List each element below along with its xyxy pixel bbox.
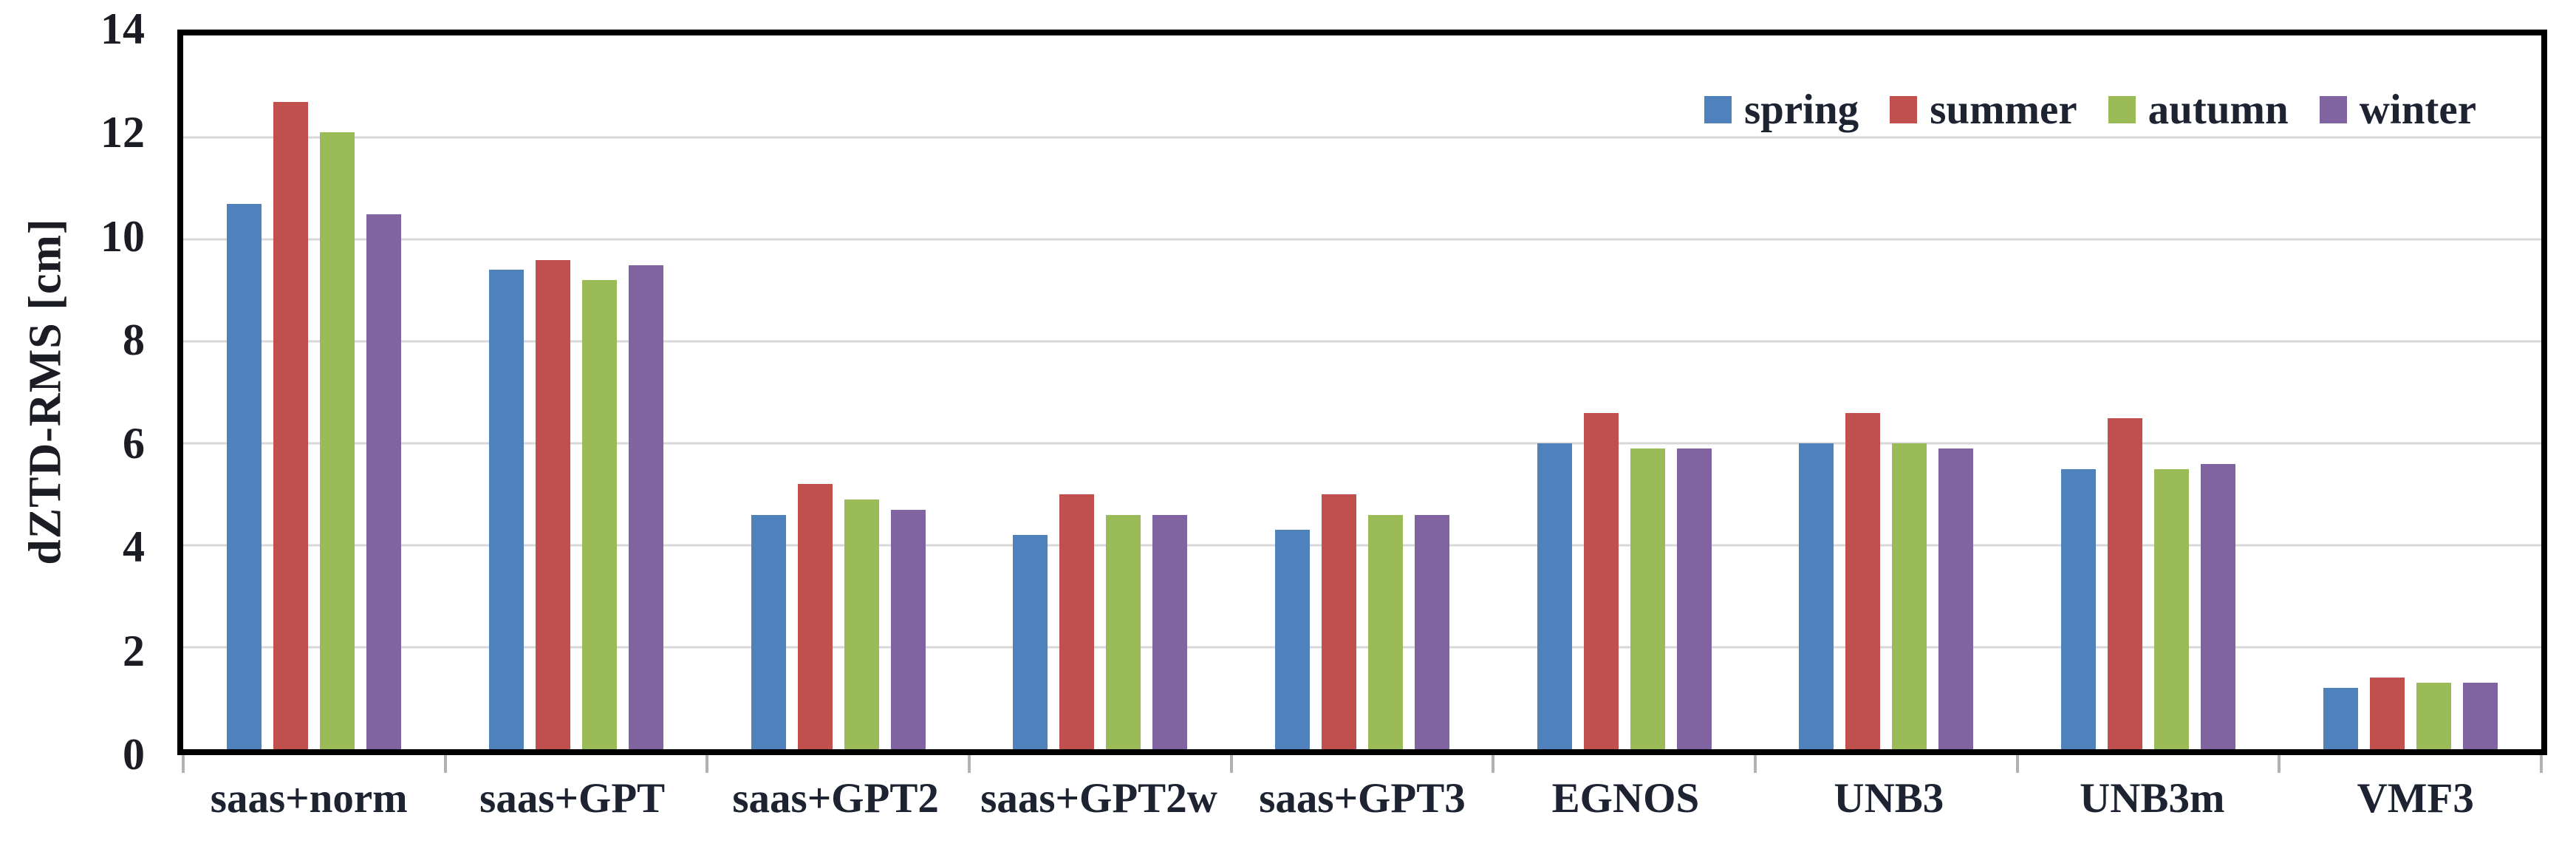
legend-label: autumn	[2148, 86, 2289, 133]
x-axis-tick	[1229, 755, 1233, 773]
bar	[2462, 683, 2498, 749]
x-axis-tick	[2540, 755, 2543, 773]
x-category-label: saas+GPT2w	[980, 775, 1217, 822]
x-category-label: VMF3	[2357, 775, 2474, 822]
bar	[629, 265, 663, 749]
bar	[366, 214, 402, 749]
y-tick-label: 8	[123, 315, 145, 364]
y-tick-label: 4	[123, 522, 145, 572]
bar	[1892, 443, 1927, 749]
bar	[890, 509, 926, 749]
bar-group	[1755, 35, 2018, 749]
x-axis-category-labels: saas+norm saas+GPT saas+GPT2 saas+GPT2w saas…	[177, 777, 2547, 819]
bar-group	[445, 35, 708, 749]
bar	[751, 514, 786, 749]
y-tick-label: 6	[123, 418, 145, 468]
legend-item: autumn	[2108, 89, 2289, 131]
y-tick-label: 12	[100, 108, 145, 157]
x-category-label: EGNOS	[1551, 775, 1700, 822]
y-tick-label: 2	[123, 626, 145, 675]
x-category-label: saas+norm	[210, 775, 408, 822]
bar-group	[2279, 35, 2541, 749]
legend-swatch	[1704, 96, 1732, 123]
y-tick-label: 10	[100, 211, 145, 261]
bar	[1013, 535, 1048, 749]
bar	[2201, 463, 2236, 749]
x-axis-tick	[2015, 755, 2019, 773]
bar	[1059, 494, 1095, 749]
bar	[1630, 448, 1665, 749]
x-category-label: saas+GPT3	[1259, 775, 1466, 822]
bar-groups	[183, 35, 2541, 749]
gridline	[183, 238, 2541, 241]
bar	[1676, 448, 1712, 749]
legend-item: winter	[2319, 86, 2476, 133]
legend-swatch	[1890, 96, 1918, 123]
bar-group	[969, 35, 1231, 749]
legend: spring summer autumn winter	[1704, 89, 2476, 131]
x-category-label: UNB3	[1834, 775, 1944, 822]
bar	[2369, 678, 2405, 749]
gridline	[183, 544, 2541, 547]
x-axis-tick	[2278, 755, 2281, 773]
bar-group	[1493, 35, 1755, 749]
bar	[320, 132, 355, 749]
bar	[273, 101, 309, 749]
bar	[2416, 683, 2451, 749]
x-axis-tick	[182, 755, 185, 773]
bar-group	[1231, 35, 1494, 749]
bar	[489, 270, 524, 749]
bar	[1322, 494, 1357, 749]
x-axis-tick	[1753, 755, 1757, 773]
bar-group	[707, 35, 969, 749]
gridline	[183, 136, 2541, 139]
bar	[1106, 514, 1141, 749]
bar	[1415, 514, 1450, 749]
gridline	[183, 646, 2541, 649]
y-tick-label: 14	[100, 4, 145, 53]
bar	[797, 484, 833, 749]
legend-item: summer	[1890, 89, 2077, 131]
bar	[1938, 448, 1974, 749]
bar	[1152, 514, 1188, 749]
x-axis-tick	[706, 755, 709, 773]
legend-label: summer	[1930, 86, 2077, 133]
legend-swatch	[2108, 96, 2136, 123]
bar	[2108, 417, 2143, 749]
y-tick-label: 0	[123, 729, 145, 779]
bar	[2154, 468, 2190, 749]
legend-item: spring	[1704, 89, 1859, 131]
legend-label: winter	[2359, 86, 2476, 133]
x-axis-tick	[967, 755, 971, 773]
bar	[1583, 412, 1619, 749]
bar	[1368, 514, 1404, 749]
bar	[844, 499, 879, 749]
y-axis-tick-labels: 0 2 4 6 8 10 12 14	[0, 7, 145, 777]
bar	[227, 203, 262, 749]
x-category-label: saas+GPT	[479, 775, 666, 822]
gridline	[183, 340, 2541, 343]
x-axis-tick	[1492, 755, 1495, 773]
bar	[2061, 468, 2097, 749]
bar	[536, 259, 570, 749]
bar	[2323, 688, 2358, 749]
legend-swatch	[2319, 96, 2347, 123]
bar-group	[2018, 35, 2280, 749]
x-axis-tick	[443, 755, 447, 773]
x-category-label: saas+GPT2	[732, 775, 939, 822]
bar	[582, 280, 617, 749]
bar	[1799, 443, 1834, 749]
bar	[1275, 530, 1311, 749]
bar	[1537, 443, 1572, 749]
bar-group	[183, 35, 445, 749]
gridline	[183, 442, 2541, 445]
legend-label: spring	[1743, 86, 1859, 133]
bar	[1845, 412, 1881, 749]
x-category-label: UNB3m	[2080, 775, 2225, 822]
plot-area: spring summer autumn winter	[177, 30, 2547, 773]
